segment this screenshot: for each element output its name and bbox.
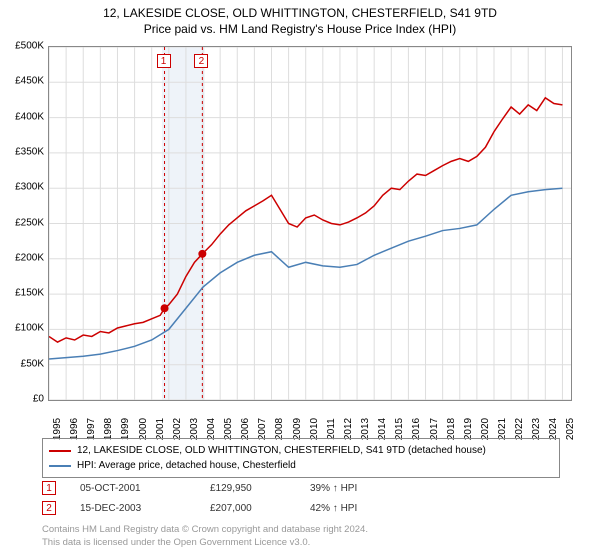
- x-tick-label: 2002: [172, 418, 183, 440]
- sale-marker-box-2: 2: [194, 54, 208, 68]
- sales-price-1: £129,950: [210, 483, 310, 494]
- x-tick-label: 2024: [548, 418, 559, 440]
- title-address: 12, LAKESIDE CLOSE, OLD WHITTINGTON, CHE…: [0, 6, 600, 20]
- y-tick-label: £150K: [15, 288, 44, 299]
- sales-hpi-2: 42% ↑ HPI: [310, 503, 410, 514]
- legend-swatch-hpi: [49, 465, 71, 467]
- y-tick-label: £300K: [15, 182, 44, 193]
- x-tick-label: 2020: [480, 418, 491, 440]
- x-tick-label: 2021: [497, 418, 508, 440]
- x-tick-label: 2016: [411, 418, 422, 440]
- legend-label-property: 12, LAKESIDE CLOSE, OLD WHITTINGTON, CHE…: [77, 445, 486, 456]
- y-tick-label: £250K: [15, 217, 44, 228]
- y-tick-label: £100K: [15, 323, 44, 334]
- x-tick-label: 2022: [514, 418, 525, 440]
- legend: 12, LAKESIDE CLOSE, OLD WHITTINGTON, CHE…: [42, 438, 560, 478]
- title-block: 12, LAKESIDE CLOSE, OLD WHITTINGTON, CHE…: [0, 0, 600, 36]
- sales-hpi-1: 39% ↑ HPI: [310, 483, 410, 494]
- sales-row-2: 2 15-DEC-2003 £207,000 42% ↑ HPI: [42, 498, 410, 518]
- x-tick-label: 2025: [565, 418, 576, 440]
- y-tick-label: £500K: [15, 41, 44, 52]
- footer-line1: Contains HM Land Registry data © Crown c…: [42, 524, 368, 537]
- x-tick-label: 2011: [326, 418, 337, 440]
- x-tick-label: 2008: [274, 418, 285, 440]
- legend-label-hpi: HPI: Average price, detached house, Ches…: [77, 460, 296, 471]
- y-tick-label: £0: [33, 394, 44, 405]
- x-tick-label: 2012: [343, 418, 354, 440]
- legend-swatch-property: [49, 450, 71, 452]
- x-tick-label: 2019: [463, 418, 474, 440]
- x-tick-label: 2018: [446, 418, 457, 440]
- sales-row-1: 1 05-OCT-2001 £129,950 39% ↑ HPI: [42, 478, 410, 498]
- sales-table: 1 05-OCT-2001 £129,950 39% ↑ HPI 2 15-DE…: [42, 478, 410, 518]
- footer-line2: This data is licensed under the Open Gov…: [42, 537, 368, 550]
- legend-row-hpi: HPI: Average price, detached house, Ches…: [49, 458, 553, 473]
- x-tick-label: 2001: [155, 418, 166, 440]
- plot-svg: [49, 47, 571, 400]
- footer: Contains HM Land Registry data © Crown c…: [42, 524, 368, 550]
- x-tick-label: 2009: [292, 418, 303, 440]
- x-tick-label: 2015: [394, 418, 405, 440]
- y-tick-label: £450K: [15, 76, 44, 87]
- x-tick-label: 2005: [223, 418, 234, 440]
- y-tick-label: £400K: [15, 111, 44, 122]
- chart-container: 12, LAKESIDE CLOSE, OLD WHITTINGTON, CHE…: [0, 0, 600, 560]
- x-tick-label: 2000: [138, 418, 149, 440]
- x-tick-label: 2004: [206, 418, 217, 440]
- x-tick-label: 2014: [377, 418, 388, 440]
- x-tick-label: 1996: [69, 418, 80, 440]
- sales-date-2: 15-DEC-2003: [80, 503, 210, 514]
- y-tick-label: £50K: [21, 358, 44, 369]
- y-tick-label: £350K: [15, 146, 44, 157]
- sales-date-1: 05-OCT-2001: [80, 483, 210, 494]
- y-tick-label: £200K: [15, 252, 44, 263]
- sales-price-2: £207,000: [210, 503, 310, 514]
- x-tick-label: 1997: [86, 418, 97, 440]
- sales-marker-1: 1: [42, 481, 56, 495]
- x-tick-label: 2006: [240, 418, 251, 440]
- x-tick-label: 2013: [360, 418, 371, 440]
- x-tick-label: 1998: [103, 418, 114, 440]
- title-subtitle: Price paid vs. HM Land Registry's House …: [0, 22, 600, 36]
- x-tick-label: 1995: [52, 418, 63, 440]
- x-tick-label: 2023: [531, 418, 542, 440]
- sale-marker-box-1: 1: [157, 54, 171, 68]
- x-tick-label: 2007: [257, 418, 268, 440]
- x-tick-label: 2003: [189, 418, 200, 440]
- plot-area: [48, 46, 572, 401]
- x-tick-label: 2017: [429, 418, 440, 440]
- legend-row-property: 12, LAKESIDE CLOSE, OLD WHITTINGTON, CHE…: [49, 443, 553, 458]
- x-tick-label: 2010: [309, 418, 320, 440]
- sales-marker-2: 2: [42, 501, 56, 515]
- x-tick-label: 1999: [120, 418, 131, 440]
